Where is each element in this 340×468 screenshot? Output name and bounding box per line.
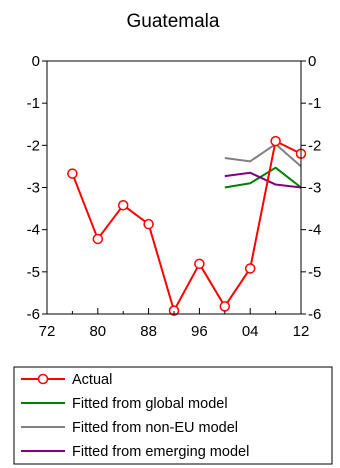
y-tick-label-right: -2	[308, 137, 321, 154]
legend-marker-0	[37, 373, 49, 385]
y-tick-label-left: -4	[27, 222, 40, 239]
x-tick-label: 80	[89, 323, 106, 340]
x-tick-label: 96	[191, 323, 208, 340]
y-tick-label-right: -6	[308, 306, 321, 323]
data-point	[194, 258, 205, 270]
x-tick-label: 12	[293, 323, 310, 340]
y-tick-label-left: -3	[27, 180, 40, 197]
legend: Actual Fitted from global model Fitted fro…	[13, 366, 333, 465]
axes: 0 0-1 -1-2 -2-3 -3-4 -4-5 -5-6 -672 80 88 96 04 12	[27, 53, 322, 340]
legend-label-2: Fitted from non-EU model	[72, 420, 238, 436]
series-line-0	[71, 140, 302, 312]
series-line-1	[224, 166, 302, 189]
x-tick-label: 72	[39, 323, 56, 340]
data-point	[67, 168, 78, 179]
legend-label-1: Fitted from global model	[72, 396, 228, 412]
series-line-3	[224, 171, 302, 189]
y-tick-label-left: -1	[27, 95, 40, 112]
x-tick-label: 88	[140, 323, 157, 340]
legend-label-0: Actual	[72, 372, 112, 388]
y-tick-label-right: -3	[308, 180, 321, 197]
data-point	[168, 305, 180, 316]
data-point	[143, 218, 154, 230]
data-point	[92, 233, 104, 245]
y-tick-label-right: 0	[308, 53, 316, 70]
legend-label-3: Fitted from emerging model	[72, 444, 249, 460]
data-point	[270, 135, 281, 147]
plot-series	[67, 135, 307, 316]
y-tick-label-right: -5	[308, 264, 321, 281]
y-tick-label-left: -6	[27, 306, 40, 323]
data-point	[219, 301, 231, 312]
series-line-2	[224, 143, 302, 168]
y-tick-label-right: -4	[308, 222, 321, 239]
chart-title: Guatemala	[127, 11, 220, 32]
x-tick-label: 04	[242, 323, 259, 340]
y-tick-label-right: -1	[308, 95, 321, 112]
y-tick-label-left: -5	[27, 264, 40, 281]
data-point	[244, 263, 256, 274]
data-point	[117, 199, 129, 211]
legend-box	[13, 366, 333, 465]
y-tick-label-left: 0	[32, 53, 40, 70]
plot-frame	[46, 60, 302, 315]
y-tick-label-left: -2	[27, 137, 40, 154]
